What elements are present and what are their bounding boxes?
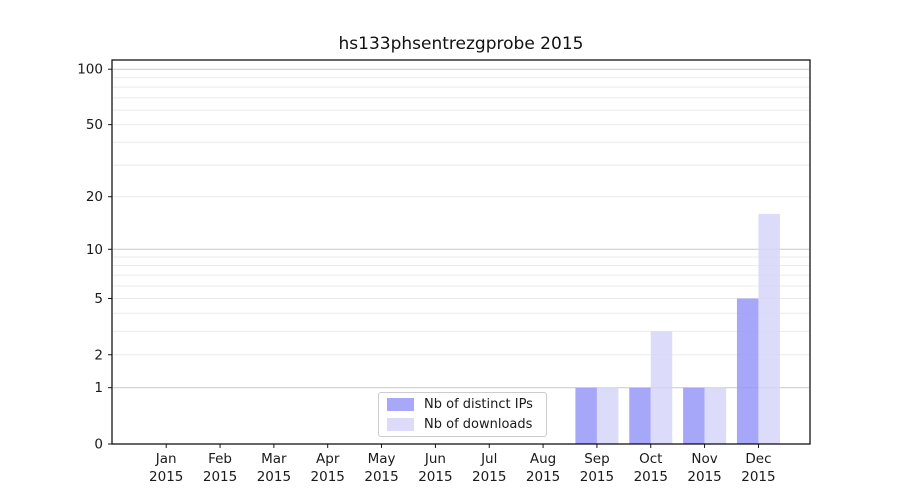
x-tick-label-year-jun: 2015	[418, 469, 452, 485]
y-tick-label-10: 10	[86, 242, 103, 258]
bar-distinct-ips-sep	[575, 387, 597, 444]
y-tick-label-2: 2	[94, 347, 103, 363]
x-tick-label-month-mar: Mar	[261, 451, 287, 467]
bar-distinct-ips-nov	[683, 387, 705, 444]
x-tick-label-month-jan: Jan	[155, 451, 177, 467]
x-tick-label-month-feb: Feb	[208, 451, 232, 467]
x-tick-label-year-jul: 2015	[472, 469, 506, 485]
x-tick-label-year-feb: 2015	[203, 469, 237, 485]
legend-item-distinct-ips: Nb of distinct IPs	[387, 397, 546, 412]
x-tick-label-year-jan: 2015	[149, 469, 183, 485]
y-tick-label-0: 0	[94, 437, 103, 453]
x-tick-label-month-aug: Aug	[530, 451, 556, 467]
legend-swatch-downloads	[387, 417, 414, 431]
x-tick-label-month-apr: Apr	[316, 451, 340, 467]
y-tick-label-20: 20	[86, 189, 103, 205]
bar-distinct-ips-oct	[629, 387, 651, 444]
x-tick-label-year-sep: 2015	[580, 469, 614, 485]
x-tick-label-year-aug: 2015	[526, 469, 560, 485]
x-tick-label-year-oct: 2015	[634, 469, 668, 485]
x-tick-label-year-may: 2015	[364, 469, 398, 485]
bar-downloads-nov	[704, 387, 727, 444]
x-tick-label-month-sep: Sep	[584, 451, 609, 467]
bar-distinct-ips-dec	[736, 298, 759, 444]
bar-downloads-dec	[758, 213, 780, 444]
bar-downloads-sep	[596, 387, 619, 444]
x-tick-label-year-nov: 2015	[687, 469, 721, 485]
x-tick-label-month-dec: Dec	[745, 451, 771, 467]
x-tick-label-month-oct: Oct	[639, 451, 662, 467]
chart-title: hs133phsentrezgprobe 2015	[338, 34, 584, 54]
y-tick-label-50: 50	[86, 117, 103, 133]
legend-label-distinct-ips: Nb of distinct IPs	[424, 397, 533, 413]
legend-swatch-distinct-ips	[387, 398, 414, 412]
x-tick-label-year-dec: 2015	[741, 469, 775, 485]
legend-label-downloads: Nb of downloads	[424, 416, 533, 432]
x-tick-label-year-apr: 2015	[311, 469, 345, 485]
y-tick-label-100: 100	[77, 62, 103, 78]
y-tick-label-1: 1	[94, 380, 103, 396]
x-tick-label-month-nov: Nov	[691, 451, 717, 467]
x-tick-label-month-jul: Jul	[480, 451, 497, 467]
axes-frame	[111, 59, 811, 445]
x-tick-label-month-jun: Jun	[424, 451, 446, 467]
y-tick-label-5: 5	[94, 291, 103, 307]
bar-downloads-oct	[650, 331, 673, 444]
x-tick-label-month-may: May	[368, 451, 396, 467]
legend: Nb of distinct IPs Nb of downloads	[378, 392, 547, 437]
x-tick-label-year-mar: 2015	[257, 469, 291, 485]
legend-item-downloads: Nb of downloads	[387, 417, 546, 432]
